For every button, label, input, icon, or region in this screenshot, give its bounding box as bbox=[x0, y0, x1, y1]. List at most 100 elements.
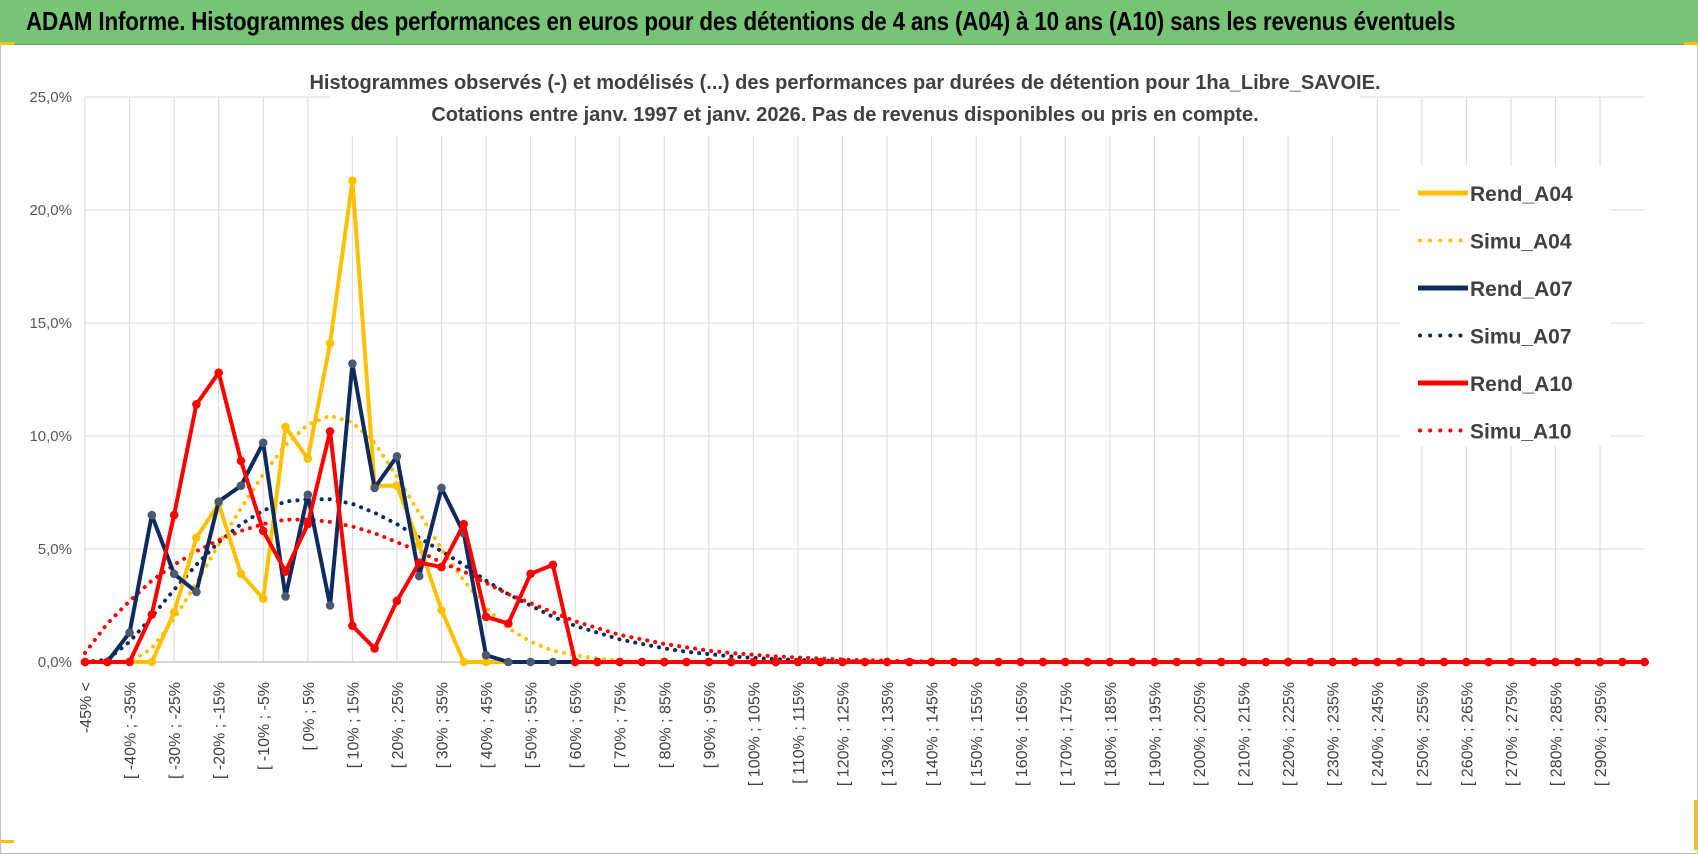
series-rend-a07-point bbox=[348, 359, 357, 368]
series-rend-a10-point bbox=[214, 368, 223, 378]
series-rend-a10-point bbox=[303, 519, 313, 529]
series-rend-a07-point bbox=[370, 483, 379, 493]
series-simu-a07-line bbox=[83, 497, 1647, 664]
series-rend-a07-point bbox=[481, 650, 491, 660]
series-rend-a10-point bbox=[236, 456, 246, 466]
series-rend-a10-point bbox=[281, 567, 290, 576]
x-tick-label: [ 210% ; 215% bbox=[1237, 682, 1254, 786]
series-rend-a10-point bbox=[1216, 657, 1226, 667]
series-rend-a10-point bbox=[949, 657, 959, 667]
series-rend-a10-point bbox=[815, 657, 825, 667]
series-rend-a04-point bbox=[258, 594, 268, 604]
corner-marker bbox=[0, 42, 14, 45]
series-rend-a07-point bbox=[236, 481, 246, 491]
series-rend-a10-point bbox=[392, 596, 402, 606]
series-rend-a10-point bbox=[615, 657, 625, 667]
series-rend-a10-point bbox=[1462, 657, 1471, 667]
series-rend-a07-point bbox=[169, 569, 179, 579]
series-rend-a10-point bbox=[1283, 657, 1293, 667]
series-rend-a10-point bbox=[1350, 657, 1360, 667]
legend-rend-a10-label: Rend_A10 bbox=[1470, 373, 1573, 396]
series-rend-a10-point bbox=[1105, 657, 1115, 667]
series-rend-a10-point bbox=[325, 427, 335, 436]
series-rend-a04-point bbox=[481, 657, 491, 667]
x-tick-label: [ 240% ; 245% bbox=[1370, 682, 1387, 786]
report-title: ADAM Informe. Histogrammes des performan… bbox=[26, 6, 1456, 36]
series-rend-a10-point bbox=[593, 657, 602, 667]
x-tick-label: [ 200% ; 205% bbox=[1192, 682, 1209, 786]
series-rend-a07-point bbox=[214, 497, 223, 506]
series-rend-a10-point bbox=[147, 610, 157, 619]
series-rend-a04-point bbox=[348, 176, 357, 185]
series-rend-a10-point bbox=[749, 657, 758, 667]
series-rend-a10-point bbox=[102, 657, 112, 667]
x-tick-label: [ 50% ; 55% bbox=[524, 682, 541, 768]
series-rend-a10-point bbox=[125, 657, 134, 667]
y-tick-label: 20,0% bbox=[29, 202, 72, 219]
x-tick-label: [ 220% ; 225% bbox=[1281, 682, 1298, 786]
series-rend-a04-point bbox=[192, 533, 201, 542]
x-tick-label: [ 40% ; 45% bbox=[479, 682, 496, 768]
series-rend-a10-point bbox=[437, 562, 446, 572]
y-tick-label: 5,0% bbox=[38, 541, 72, 558]
y-tick-label: 15,0% bbox=[29, 315, 72, 332]
x-tick-label: [ -40% ; -35% bbox=[123, 682, 140, 779]
series-rend-a10-point bbox=[1395, 657, 1404, 667]
series-rend-a10-point bbox=[1172, 657, 1182, 667]
series-rend-a04-point bbox=[147, 657, 157, 667]
series-rend-a07-point bbox=[437, 483, 446, 493]
series-rend-a10-point bbox=[860, 657, 870, 667]
series-rend-a10-point bbox=[838, 657, 847, 667]
corner-marker bbox=[0, 840, 14, 843]
series-rend-a10-point bbox=[1484, 657, 1493, 667]
x-tick-label: [ 90% ; 95% bbox=[702, 682, 719, 768]
series-rend-a10-point bbox=[927, 657, 936, 667]
series-rend-a10-point bbox=[905, 657, 914, 667]
series-rend-a10-point bbox=[1061, 657, 1070, 667]
x-tick-label: [ 280% ; 285% bbox=[1548, 682, 1565, 786]
corner-marker bbox=[1684, 42, 1698, 45]
series-rend-a10-point bbox=[1150, 657, 1159, 667]
series-rend-a10-point bbox=[1194, 657, 1204, 667]
series-rend-a10-point bbox=[1127, 657, 1137, 667]
series-rend-a10-point bbox=[1306, 657, 1315, 667]
series-rend-a10-point bbox=[414, 558, 424, 567]
series-rend-a10-point bbox=[659, 657, 669, 667]
series-rend-a10-point bbox=[793, 657, 803, 667]
series-rend-a10-point bbox=[481, 612, 491, 622]
legend-simu-a10-label: Simu_A10 bbox=[1470, 421, 1572, 444]
series-rend-a10-point bbox=[1573, 657, 1583, 667]
series-rend-a10-point bbox=[570, 657, 580, 667]
series-rend-a04-point bbox=[303, 454, 313, 463]
series-rend-a10-point bbox=[1551, 657, 1560, 667]
x-tick-label: [ 60% ; 65% bbox=[568, 682, 585, 768]
series-rend-a10-point bbox=[370, 644, 379, 653]
series-rend-a07-point bbox=[258, 438, 268, 448]
x-tick-label: [ 160% ; 165% bbox=[1014, 682, 1031, 786]
legend-background bbox=[1400, 166, 1610, 446]
series-rend-a10-point bbox=[1261, 657, 1271, 667]
series-rend-a10-point bbox=[348, 621, 357, 631]
series-simu-a04-line bbox=[83, 413, 1647, 664]
chart-title-line-1: Histogrammes observés (-) et modélisés (… bbox=[309, 72, 1380, 94]
x-tick-label: [ 180% ; 185% bbox=[1103, 682, 1120, 786]
x-tick-label: [ 270% ; 275% bbox=[1504, 682, 1521, 786]
legend: Rend_A04 Simu_A04 Rend_A07 Simu_A07 Rend_A10… bbox=[1400, 166, 1610, 446]
series-rend-a10-point bbox=[971, 657, 981, 667]
chart-title-background bbox=[330, 66, 1360, 136]
series-rend-a10-point bbox=[192, 400, 201, 409]
series-rend-a10-point bbox=[1328, 657, 1337, 667]
series-rend-a10-point bbox=[704, 657, 714, 667]
chart-title-line-2: Cotations entre janv. 1997 et janv. 2026… bbox=[431, 104, 1258, 126]
x-tick-label: [ 170% ; 175% bbox=[1058, 682, 1075, 786]
series-rend-a10-point bbox=[526, 569, 535, 579]
y-tick-label: 0,0% bbox=[38, 654, 72, 671]
series-rend-a10-point bbox=[1439, 657, 1449, 667]
x-tick-label: [ -10% ; -5% bbox=[256, 682, 273, 770]
x-tick-label: -45% < bbox=[78, 682, 95, 733]
series-rend-a10-point bbox=[994, 657, 1003, 667]
series-rend-a07-point bbox=[192, 587, 201, 597]
series-rend-a07-point bbox=[392, 452, 402, 461]
series-rend-a10-point bbox=[1372, 657, 1382, 667]
